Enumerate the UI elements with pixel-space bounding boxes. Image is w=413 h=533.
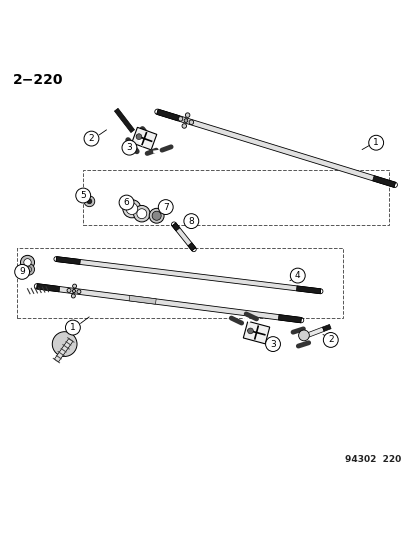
- Circle shape: [126, 203, 138, 214]
- Circle shape: [72, 289, 76, 293]
- Text: 4: 4: [294, 271, 300, 280]
- Text: 94302  220: 94302 220: [344, 455, 400, 464]
- Text: 1: 1: [70, 323, 76, 332]
- Polygon shape: [188, 243, 195, 251]
- Circle shape: [184, 119, 188, 123]
- Circle shape: [137, 209, 146, 219]
- Text: 9: 9: [19, 268, 25, 277]
- Circle shape: [152, 211, 161, 220]
- Polygon shape: [156, 109, 179, 121]
- Circle shape: [77, 289, 81, 294]
- Text: 5: 5: [80, 191, 86, 200]
- Circle shape: [72, 284, 76, 288]
- Circle shape: [122, 140, 137, 155]
- Polygon shape: [243, 321, 269, 344]
- Text: 2: 2: [88, 134, 94, 143]
- Circle shape: [26, 266, 31, 272]
- Circle shape: [185, 113, 190, 117]
- Polygon shape: [322, 325, 330, 332]
- Text: 3: 3: [270, 340, 275, 349]
- Circle shape: [52, 332, 77, 357]
- Polygon shape: [172, 223, 195, 251]
- Circle shape: [368, 135, 383, 150]
- Circle shape: [67, 288, 71, 293]
- Circle shape: [290, 268, 304, 283]
- Polygon shape: [37, 284, 301, 323]
- Polygon shape: [172, 223, 180, 231]
- Text: 1: 1: [373, 138, 378, 147]
- Circle shape: [323, 333, 337, 348]
- Circle shape: [182, 124, 186, 128]
- Polygon shape: [54, 338, 73, 362]
- Circle shape: [298, 330, 309, 341]
- Polygon shape: [56, 256, 320, 294]
- Circle shape: [119, 195, 134, 210]
- Circle shape: [65, 320, 80, 335]
- Circle shape: [123, 200, 141, 218]
- Polygon shape: [129, 295, 156, 304]
- Text: 8: 8: [188, 216, 194, 225]
- Circle shape: [71, 294, 75, 298]
- Polygon shape: [131, 127, 157, 150]
- Polygon shape: [56, 256, 80, 264]
- Polygon shape: [156, 109, 394, 188]
- Polygon shape: [37, 284, 59, 292]
- Text: 3: 3: [126, 143, 132, 152]
- Circle shape: [84, 131, 99, 146]
- Circle shape: [136, 134, 142, 140]
- Polygon shape: [372, 176, 394, 188]
- Text: 6: 6: [123, 198, 129, 207]
- Circle shape: [87, 199, 92, 204]
- Circle shape: [178, 117, 183, 121]
- Circle shape: [23, 264, 34, 275]
- Circle shape: [183, 214, 198, 229]
- Circle shape: [24, 259, 31, 266]
- Text: 2: 2: [327, 335, 333, 344]
- Polygon shape: [304, 327, 323, 338]
- Circle shape: [158, 200, 173, 214]
- Polygon shape: [296, 286, 320, 294]
- Circle shape: [247, 328, 253, 334]
- Circle shape: [15, 264, 29, 279]
- Circle shape: [189, 120, 193, 125]
- Circle shape: [84, 196, 95, 207]
- Circle shape: [149, 208, 164, 223]
- Circle shape: [76, 188, 90, 203]
- Polygon shape: [114, 108, 134, 133]
- Text: 7: 7: [162, 203, 168, 212]
- Circle shape: [21, 255, 34, 269]
- Circle shape: [133, 205, 150, 222]
- Polygon shape: [278, 314, 301, 323]
- Circle shape: [265, 337, 280, 351]
- Text: 2−220: 2−220: [13, 72, 64, 86]
